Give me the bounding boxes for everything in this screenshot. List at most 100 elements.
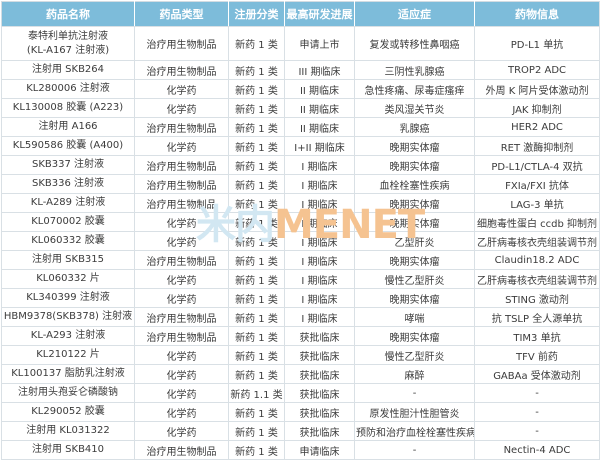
cell-reg-class: 新药 1 类 bbox=[228, 269, 285, 289]
cell-info: HER2 ADC bbox=[474, 117, 600, 137]
cell-type: 化学药 bbox=[134, 98, 229, 118]
cell-type: 治疗用生物制品 bbox=[134, 60, 229, 80]
cell-info: TIM3 单抗 bbox=[474, 326, 600, 346]
cell-type: 治疗用生物制品 bbox=[134, 117, 229, 137]
cell-progress: 获批临床 bbox=[284, 364, 355, 384]
cell-progress: I 期临床 bbox=[284, 250, 355, 270]
cell-indication: 急性疼痛、尿毒症瘙痒 bbox=[354, 79, 475, 99]
cell-info: 乙肝病毒核衣壳组装调节剂 bbox=[474, 269, 600, 289]
cell-indication: 复发或转移性鼻咽癌 bbox=[354, 26, 475, 61]
cell-indication: 原发性胆汁性胆管炎 bbox=[354, 402, 475, 422]
cell-info: RET 激酶抑制剂 bbox=[474, 136, 600, 156]
cell-indication: 慢性乙型肝炎 bbox=[354, 269, 475, 289]
drug-row: KL-A293 注射液 治疗用生物制品 新药 1 类获批临床 晚期实体瘤 TIM3 单抗 bbox=[1, 326, 600, 346]
cell-reg-class: 新药 1 类 bbox=[228, 174, 285, 194]
cell-name: 注射用 SKB315 bbox=[1, 250, 135, 270]
cell-reg-class: 新药 1 类 bbox=[228, 117, 285, 137]
cell-name: KL-A293 注射液 bbox=[1, 326, 135, 346]
drug-row: KL130008 胶囊 (A223) 化学药 新药 1 类 II 期临床 类风湿关节炎 J… bbox=[1, 98, 600, 118]
cell-info: TFV 前药 bbox=[474, 345, 600, 365]
cell-progress: 申请临床 bbox=[284, 440, 355, 460]
cell-name: KL590586 胶囊 (A400) bbox=[1, 136, 135, 156]
drug-row: 泰特利单抗注射液 (KL-A167 注射液) 治疗用生物制品 新药 1 类申请上市复… bbox=[1, 26, 600, 61]
drug-row: 注射用 A166 治疗用生物制品 新药 1 类 II 期临床 乳腺癌 HER2 ADC bbox=[1, 117, 600, 137]
cell-reg-class: 新药 1.1 类 bbox=[228, 383, 285, 403]
header-indication: 适应症 bbox=[354, 1, 475, 27]
cell-reg-class: 新药 1 类 bbox=[228, 402, 285, 422]
cell-progress: 获批临床 bbox=[284, 421, 355, 441]
cell-type: 化学药 bbox=[134, 345, 229, 365]
cell-indication: 晚期实体瘤 bbox=[354, 326, 475, 346]
cell-indication: 乳腺癌 bbox=[354, 117, 475, 137]
cell-reg-class: 新药 1 类 bbox=[228, 345, 285, 365]
cell-info: - bbox=[474, 383, 600, 403]
cell-info: Nectin-4 ADC bbox=[474, 440, 600, 460]
cell-reg-class: 新药 1 类 bbox=[228, 60, 285, 80]
cell-progress: 获批临床 bbox=[284, 345, 355, 365]
cell-type: 治疗用生物制品 bbox=[134, 307, 229, 327]
cell-reg-class: 新药 1 类 bbox=[228, 364, 285, 384]
cell-name: KL060332 胶囊 bbox=[1, 231, 135, 251]
cell-progress: II 期临床 bbox=[284, 79, 355, 99]
cell-type: 化学药 bbox=[134, 421, 229, 441]
cell-type: 化学药 bbox=[134, 231, 229, 251]
cell-reg-class: 新药 1 类 bbox=[228, 98, 285, 118]
cell-info: PD-L1 单抗 bbox=[474, 26, 600, 61]
cell-type: 化学药 bbox=[134, 269, 229, 289]
cell-progress: II 期临床 bbox=[284, 98, 355, 118]
cell-reg-class: 新药 1 类 bbox=[228, 212, 285, 232]
cell-progress: 申请上市 bbox=[284, 26, 355, 61]
cell-name: KL280006 注射液 bbox=[1, 79, 135, 99]
cell-progress: III 期临床 bbox=[284, 60, 355, 80]
cell-progress: I 期临床 bbox=[284, 231, 355, 251]
drug-row: KL290052 胶囊 化学药 新药 1 类获批临床 原发性胆汁性胆管炎 - bbox=[1, 402, 600, 422]
cell-indication: 晚期实体瘤 bbox=[354, 136, 475, 156]
header-drug-type: 药品类型 bbox=[134, 1, 229, 27]
cell-info: 抗 TSLP 全人源单抗 bbox=[474, 307, 600, 327]
cell-indication: 乙型肝炎 bbox=[354, 231, 475, 251]
drug-row: 注射用头孢妥仑磷酸钠 化学药 新药 1.1 类获批临床 - - bbox=[1, 383, 600, 403]
cell-reg-class: 新药 1 类 bbox=[228, 26, 285, 61]
cell-indication: 血栓栓塞性疾病 bbox=[354, 174, 475, 194]
cell-type: 化学药 bbox=[134, 364, 229, 384]
cell-progress: II 期临床 bbox=[284, 117, 355, 137]
header-progress: 最高研发进展 bbox=[284, 1, 355, 27]
cell-reg-class: 新药 1 类 bbox=[228, 79, 285, 99]
cell-type: 治疗用生物制品 bbox=[134, 326, 229, 346]
cell-name: KL130008 胶囊 (A223) bbox=[1, 98, 135, 118]
cell-type: 化学药 bbox=[134, 288, 229, 308]
cell-name: KL060332 片 bbox=[1, 269, 135, 289]
cell-type: 治疗用生物制品 bbox=[134, 174, 229, 194]
header-row: 药品名称 药品类型 注册分类 最高研发进展 适应症 药物信息 bbox=[1, 1, 600, 27]
cell-indication: 预防和治疗血栓栓塞性疾病 bbox=[354, 421, 475, 441]
cell-reg-class: 新药 1 类 bbox=[228, 231, 285, 251]
cell-name: 注射用 SKB410 bbox=[1, 440, 135, 460]
cell-name: KL-A289 注射液 bbox=[1, 193, 135, 213]
cell-type: 化学药 bbox=[134, 402, 229, 422]
cell-progress: I 期临床 bbox=[284, 193, 355, 213]
cell-info: LAG-3 单抗 bbox=[474, 193, 600, 213]
cell-name: SKB336 注射液 bbox=[1, 174, 135, 194]
cell-progress: I 期临床 bbox=[284, 307, 355, 327]
cell-indication: 慢性乙型肝炎 bbox=[354, 345, 475, 365]
header-drug-info: 药物信息 bbox=[474, 1, 600, 27]
drug-row: KL590586 胶囊 (A400) 化学药 新药 1 类 I+II 期临床 晚期实体瘤… bbox=[1, 136, 600, 156]
cell-name: 注射用 SKB264 bbox=[1, 60, 135, 80]
cell-reg-class: 新药 1 类 bbox=[228, 193, 285, 213]
cell-name: 注射用 KL031322 bbox=[1, 421, 135, 441]
drug-row: 注射用 SKB410 治疗用生物制品 新药 1 类申请临床 - Nectin-4 ADC bbox=[1, 440, 600, 460]
drug-row: 注射用 SKB264 治疗用生物制品 新药 1 类 III 期临床 三阴性乳腺癌 TROP… bbox=[1, 60, 600, 80]
cell-type: 治疗用生物制品 bbox=[134, 440, 229, 460]
drug-row: KL210122 片化学药 新药 1 类获批临床 慢性乙型肝炎 TFV 前药 bbox=[1, 345, 600, 365]
cell-info: Claudin18.2 ADC bbox=[474, 250, 600, 270]
cell-indication: 晚期实体瘤 bbox=[354, 212, 475, 232]
cell-reg-class: 新药 1 类 bbox=[228, 250, 285, 270]
cell-name: KL210122 片 bbox=[1, 345, 135, 365]
